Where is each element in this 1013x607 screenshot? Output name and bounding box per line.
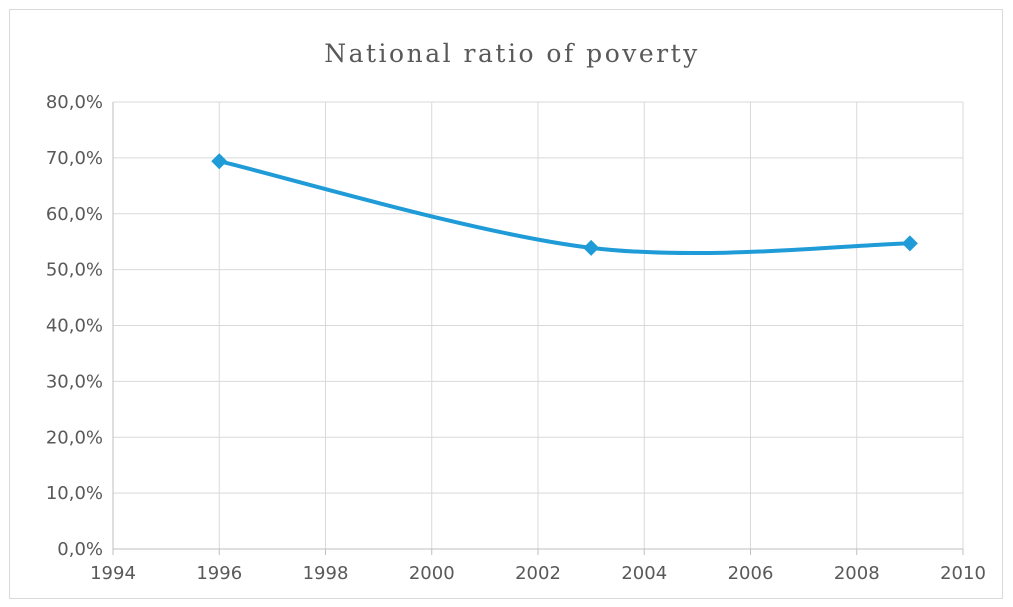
x-tick-label: 2010	[940, 563, 986, 584]
x-tick-label: 2002	[515, 563, 561, 584]
tick-labels: 0,0% 10,0% 20,0% 30,0% 40,0% 50,0% 60,0% 70,0% 8…	[46, 92, 986, 584]
y-tick-label: 0,0%	[57, 539, 103, 560]
y-tick-label: 70,0%	[46, 148, 103, 169]
x-tick-label: 2006	[728, 563, 774, 584]
line-chart: National ratio of poverty 0,0% 10,0% 20,0%…	[46, 39, 986, 584]
y-tick-label: 30,0%	[46, 371, 103, 392]
data-point-marker	[211, 153, 228, 170]
x-tick-label: 2004	[621, 563, 667, 584]
x-tick-label: 1998	[303, 563, 349, 584]
data-point-marker	[583, 239, 600, 256]
chart-title: National ratio of poverty	[324, 39, 700, 68]
y-tick-label: 50,0%	[46, 260, 103, 281]
data-point-marker	[901, 235, 918, 252]
series-line	[217, 159, 912, 256]
markers-layer	[211, 153, 918, 256]
x-tick-label: 1994	[90, 563, 136, 584]
x-tick-label: 2000	[409, 563, 455, 584]
chart-area: National ratio of poverty 0,0% 10,0% 20,0%…	[9, 9, 1003, 599]
axes	[112, 102, 964, 555]
y-tick-label: 20,0%	[46, 427, 103, 448]
y-tick-label: 60,0%	[46, 204, 103, 225]
y-tick-label: 80,0%	[46, 92, 103, 113]
y-tick-label: 10,0%	[46, 483, 103, 504]
x-tick-label: 1996	[196, 563, 242, 584]
series-layer	[217, 159, 912, 256]
gridlines	[113, 101, 964, 549]
y-tick-label: 40,0%	[46, 316, 103, 337]
x-tick-label: 2008	[834, 563, 880, 584]
